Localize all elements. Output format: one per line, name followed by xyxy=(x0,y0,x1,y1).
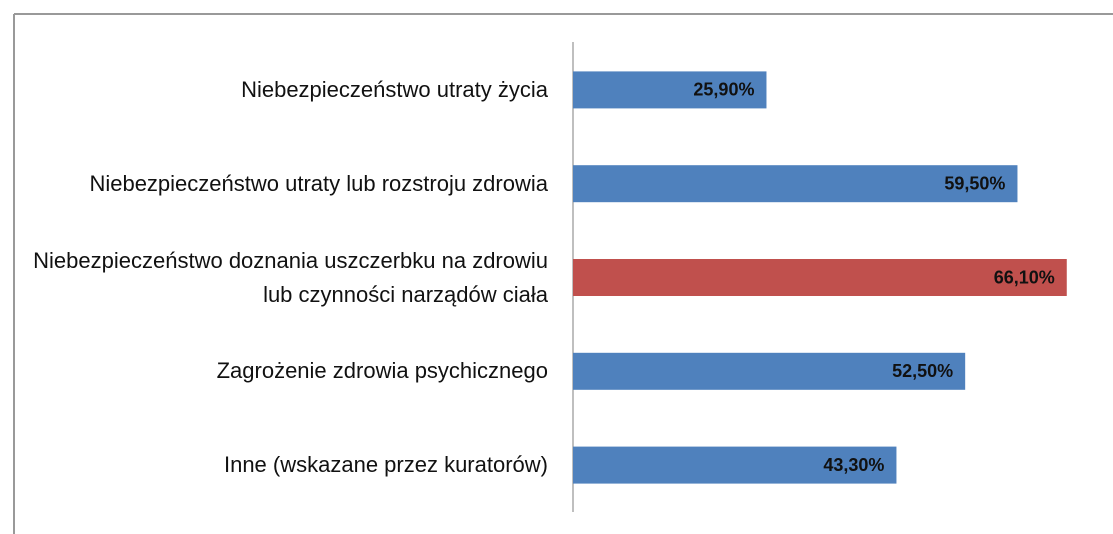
bar xyxy=(573,165,1018,203)
bar xyxy=(573,352,966,390)
bar xyxy=(573,259,1067,296)
category-label: Niebezpieczeństwo doznania uszczerbku na… xyxy=(33,247,548,307)
category-label: Inne (wskazane przez kuratorów) xyxy=(223,452,548,478)
category-label: Niebezpieczeństwo utraty lub rozstroju z… xyxy=(89,170,548,196)
value-label: 52,50% xyxy=(892,361,953,381)
value-label: 43,30% xyxy=(823,455,884,475)
value-label: 66,10% xyxy=(994,267,1055,287)
bar xyxy=(573,446,897,484)
value-label: 59,50% xyxy=(944,173,1005,193)
category-label: Zagrożenie zdrowia psychicznego xyxy=(216,358,548,384)
category-label: Niebezpieczeństwo utraty życia xyxy=(241,76,548,102)
bar xyxy=(573,71,767,109)
value-label: 25,90% xyxy=(693,80,754,100)
